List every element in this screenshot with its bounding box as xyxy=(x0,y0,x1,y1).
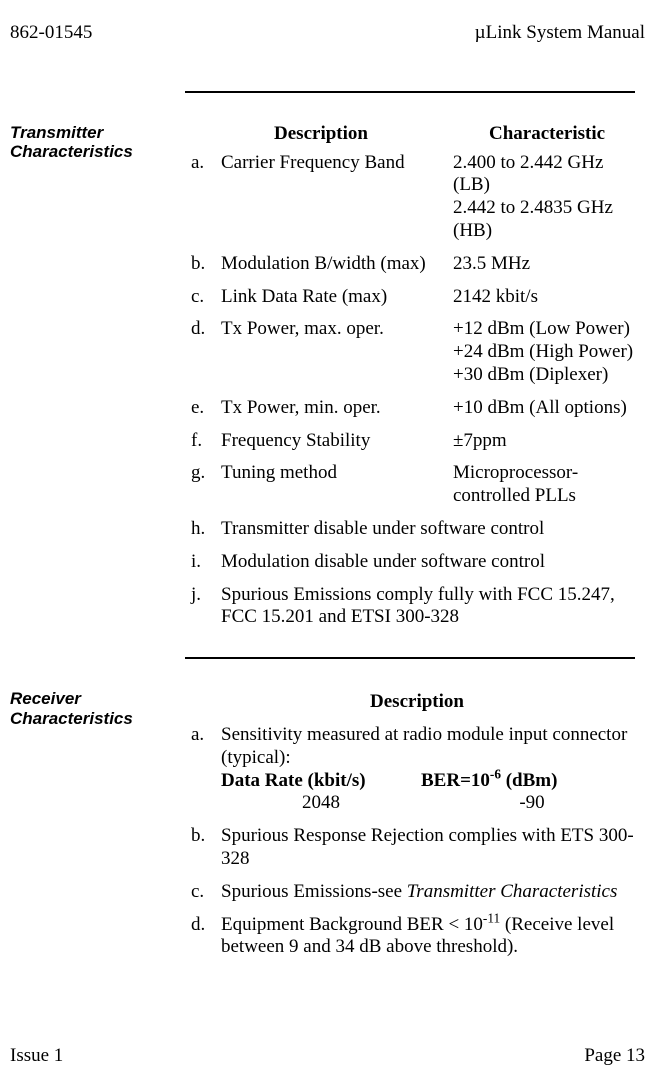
list-marker: g. xyxy=(191,462,221,485)
tx-description: Modulation B/width (max) xyxy=(221,253,453,276)
list-marker: a. xyxy=(191,152,221,175)
tx-description: Modulation disable under software contro… xyxy=(221,551,643,574)
tx-item: b.Modulation B/width (max)23.5 MHz xyxy=(191,253,643,276)
page-number: Page 13 xyxy=(584,1045,645,1068)
rx-item-a: a. Sensitivity measured at radio module … xyxy=(191,724,643,815)
tx-item: d.Tx Power, max. oper.+12 dBm (Low Power… xyxy=(191,318,643,386)
rx-b-text: Spurious Response Rejection complies wit… xyxy=(221,825,643,871)
tx-characteristic: 2142 kbit/s xyxy=(453,286,643,309)
receiver-section: Receiver Characteristics Description a. … xyxy=(10,683,645,969)
tx-characteristic: Microprocessor-controlled PLLs xyxy=(453,462,643,508)
sens-col2-value: -90 xyxy=(421,792,643,815)
tx-description: Link Data Rate (max) xyxy=(221,286,453,309)
tx-column-headers: Description Characteristic xyxy=(191,123,643,146)
list-marker: b. xyxy=(191,253,221,276)
tx-item: c.Link Data Rate (max)2142 kbit/s xyxy=(191,286,643,309)
tx-item: h.Transmitter disable under software con… xyxy=(191,518,643,541)
list-marker: c. xyxy=(191,881,221,904)
tx-characteristic: 2.400 to 2.442 GHz (LB)2.442 to 2.4835 G… xyxy=(453,152,643,243)
tx-characteristic: +12 dBm (Low Power)+24 dBm (High Power)+… xyxy=(453,318,643,386)
page-container: 862-01545 µLink System Manual Transmitte… xyxy=(0,0,655,1086)
list-marker: h. xyxy=(191,518,221,541)
tx-spec-list: a.Carrier Frequency Band2.400 to 2.442 G… xyxy=(191,152,643,508)
receiver-heading: Receiver Characteristics xyxy=(10,689,191,728)
rx-spec-list: a. Sensitivity measured at radio module … xyxy=(191,724,643,959)
tx-item: g.Tuning methodMicroprocessor-controlled… xyxy=(191,462,643,508)
list-marker: b. xyxy=(191,825,221,848)
transmitter-section: Transmitter Characteristics Description … xyxy=(10,117,645,639)
tx-item: f.Frequency Stability±7ppm xyxy=(191,430,643,453)
transmitter-heading: Transmitter Characteristics xyxy=(10,123,191,162)
list-marker: i. xyxy=(191,551,221,574)
list-marker: e. xyxy=(191,397,221,420)
tx-characteristic: ±7ppm xyxy=(453,430,643,453)
sens-col1-value: 2048 xyxy=(221,792,421,815)
tx-item: j.Spurious Emissions comply fully with F… xyxy=(191,584,643,630)
rx-column-header: Description xyxy=(191,691,643,714)
list-marker: d. xyxy=(191,914,221,937)
doc-number: 862-01545 xyxy=(10,22,92,45)
page-header: 862-01545 µLink System Manual xyxy=(10,22,645,45)
list-marker: a. xyxy=(191,724,221,747)
doc-title: µLink System Manual xyxy=(475,22,645,45)
tx-description: Carrier Frequency Band xyxy=(221,152,453,175)
page-footer: Issue 1 Page 13 xyxy=(10,1045,645,1068)
tx-item: e.Tx Power, min. oper.+10 dBm (All optio… xyxy=(191,397,643,420)
col-characteristic: Characteristic xyxy=(451,123,643,146)
rx-a-intro: Sensitivity measured at radio module inp… xyxy=(221,724,643,770)
rx-d-text: Equipment Background BER < 10-11 (Receiv… xyxy=(221,914,643,960)
sens-col1-header: Data Rate (kbit/s) xyxy=(221,770,421,793)
rx-item-b: b. Spurious Response Rejection complies … xyxy=(191,825,643,871)
col-description: Description xyxy=(191,123,451,146)
tx-characteristic: 23.5 MHz xyxy=(453,253,643,276)
tx-description: Transmitter disable under software contr… xyxy=(221,518,643,541)
tx-description: Tuning method xyxy=(221,462,453,485)
rx-item-c: c. Spurious Emissions-see Transmitter Ch… xyxy=(191,881,643,904)
rx-item-d: d. Equipment Background BER < 10-11 (Rec… xyxy=(191,914,643,960)
tx-description: Tx Power, max. oper. xyxy=(221,318,453,341)
tx-item: i.Modulation disable under software cont… xyxy=(191,551,643,574)
sensitivity-table: Data Rate (kbit/s) BER=10-6 (dBm) 2048 -… xyxy=(221,770,643,816)
tx-description: Spurious Emissions comply fully with FCC… xyxy=(221,584,643,630)
list-marker: j. xyxy=(191,584,221,607)
list-marker: f. xyxy=(191,430,221,453)
tx-spec-list-wide: h.Transmitter disable under software con… xyxy=(191,518,643,629)
tx-description: Tx Power, min. oper. xyxy=(221,397,453,420)
tx-description: Frequency Stability xyxy=(221,430,453,453)
list-marker: c. xyxy=(191,286,221,309)
tx-item: a.Carrier Frequency Band2.400 to 2.442 G… xyxy=(191,152,643,243)
sens-col2-header: BER=10-6 (dBm) xyxy=(421,770,643,793)
issue-number: Issue 1 xyxy=(10,1045,63,1068)
list-marker: d. xyxy=(191,318,221,341)
tx-characteristic: +10 dBm (All options) xyxy=(453,397,643,420)
rx-c-text: Spurious Emissions-see Transmitter Chara… xyxy=(221,881,643,904)
